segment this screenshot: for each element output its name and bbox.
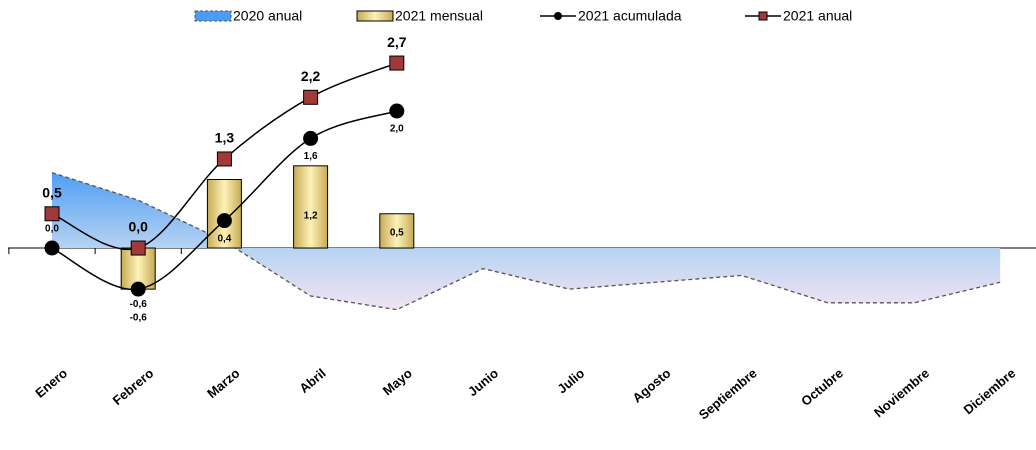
marker (44, 206, 60, 222)
marker (44, 240, 60, 256)
marker (303, 89, 319, 105)
x-tick-label: Marzo (204, 365, 242, 401)
point-label: 0,0 (45, 224, 59, 235)
legend-marker (554, 12, 562, 20)
legend-label: 2021 acumulada (578, 8, 682, 24)
marker (216, 213, 232, 229)
marker (389, 55, 405, 71)
bar (293, 165, 329, 249)
x-tick-label: Julio (554, 365, 587, 396)
bar-label: 0,5 (390, 228, 404, 239)
point-label: 1,3 (215, 130, 235, 146)
legend-item: 2021 mensual (356, 8, 483, 24)
point-label: 2,2 (301, 68, 321, 84)
legend-swatch (194, 10, 232, 22)
x-tick-label: Enero (32, 365, 70, 400)
point-label: 0,0 (128, 219, 148, 235)
point-label: 1,6 (304, 151, 318, 162)
legend-marker (758, 11, 768, 21)
point-label: -0,6 (130, 299, 148, 310)
marker (216, 151, 232, 167)
area-fill (52, 172, 1001, 310)
x-tick-label: Octubre (798, 365, 846, 409)
bar-label: -0,6 (130, 313, 148, 324)
marker (130, 281, 146, 297)
legend-swatch (356, 10, 394, 22)
x-tick-label: Agosto (630, 365, 674, 405)
point-label: 2,0 (390, 124, 404, 135)
legend-label: 2020 anual (233, 8, 302, 24)
x-tick-label: Mayo (380, 365, 415, 398)
bar-label: 1,2 (304, 211, 318, 222)
point-label: 0,5 (42, 184, 62, 200)
x-tick-label: Noviembre (871, 365, 932, 420)
legend-item: 2021 acumulada (540, 8, 682, 24)
marker (130, 240, 146, 256)
legend-label: 2021 mensual (395, 8, 483, 24)
x-tick-label: Abril (296, 365, 328, 396)
marker (303, 130, 319, 146)
point-label: 0,4 (217, 233, 231, 244)
x-tick-label: Febrero (110, 365, 157, 408)
legend-item: 2020 anual (194, 8, 302, 24)
marker (389, 103, 405, 119)
x-tick-label: Diciembre (961, 365, 1019, 417)
point-label: 2,7 (387, 34, 407, 50)
legend-item: 2021 anual (745, 8, 852, 24)
bar (379, 213, 415, 249)
x-tick-label: Septiembre (696, 365, 760, 422)
legend-label: 2021 anual (783, 8, 852, 24)
x-tick-label: Junio (465, 365, 501, 399)
